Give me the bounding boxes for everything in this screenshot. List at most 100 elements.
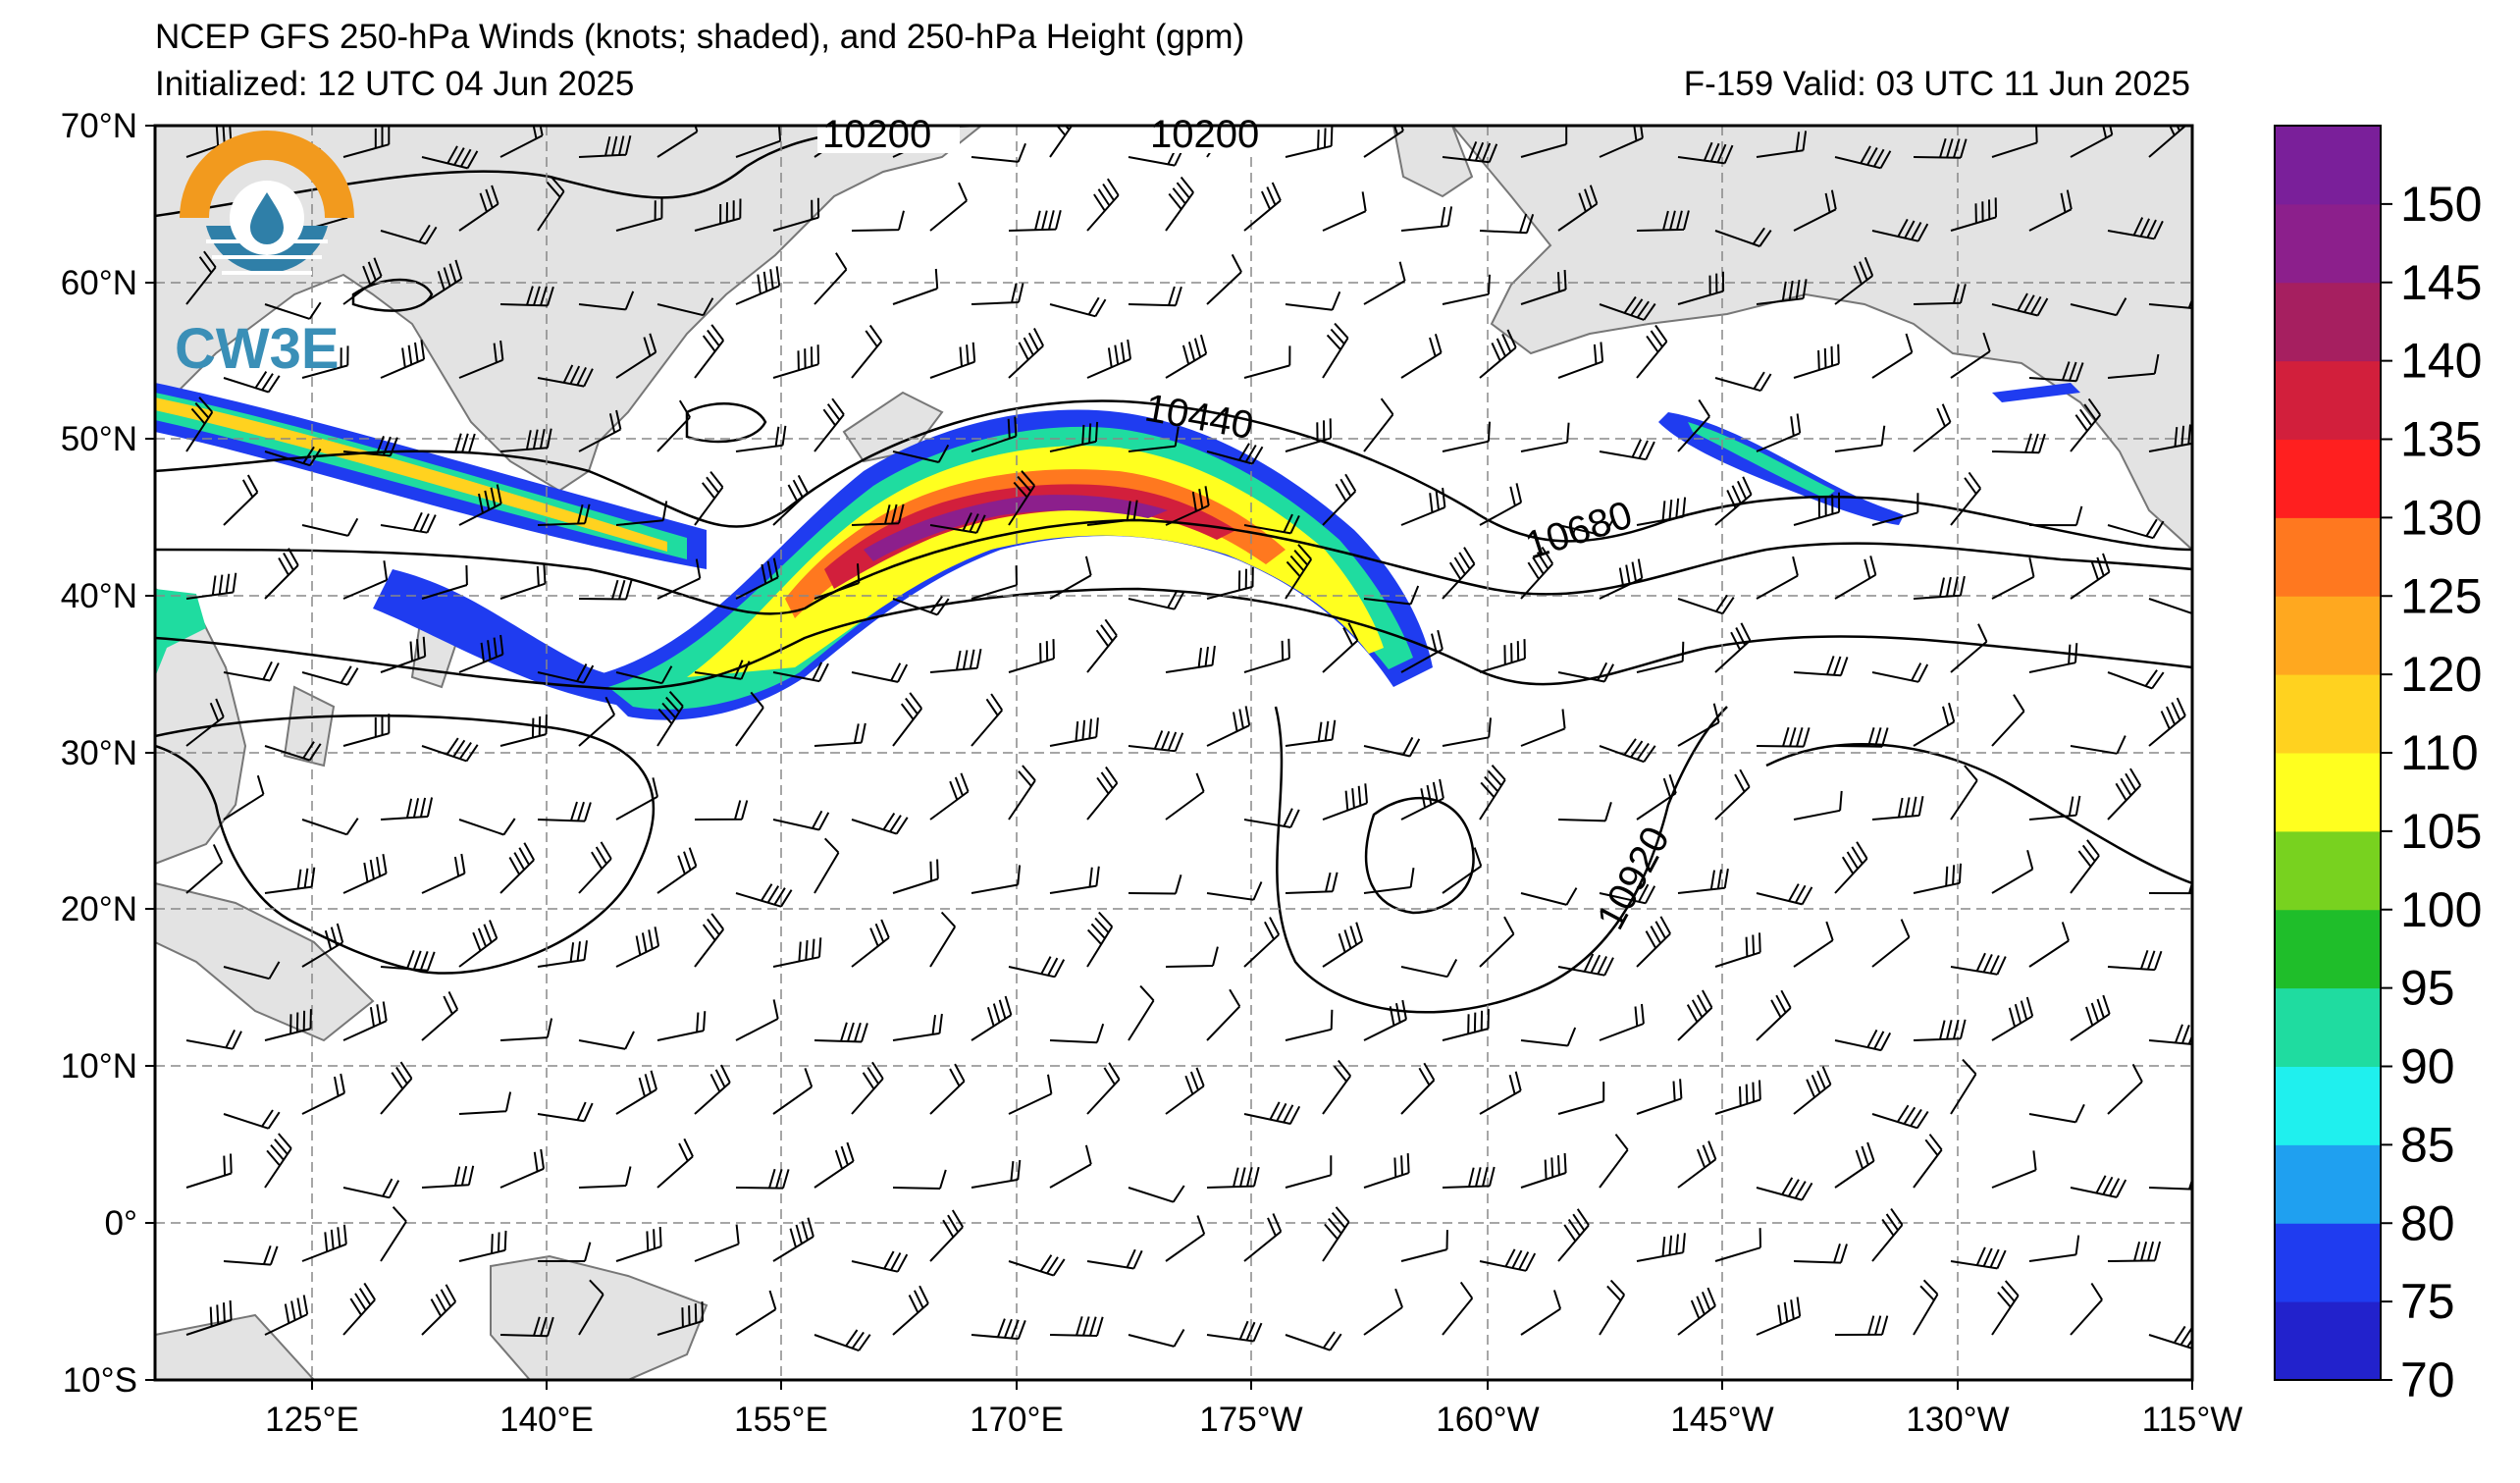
colorbar-segment xyxy=(2275,360,2381,440)
lon-label-145w: 145°W xyxy=(1670,1401,1773,1439)
wind-barb xyxy=(892,1169,947,1190)
colorbar-label: 125 xyxy=(2400,568,2482,623)
colorbar: 70 75 80 85 90 95 100 105 110 120 125 130 135 140 145 1… xyxy=(2274,125,2482,1407)
wind-barb xyxy=(694,324,724,379)
wind-barb xyxy=(1086,339,1131,379)
wind-barb xyxy=(1557,342,1604,379)
wind-barb xyxy=(1049,556,1092,600)
wind-barb xyxy=(814,837,840,894)
wind-speed-shading xyxy=(155,383,2080,720)
colorbar-label: 110 xyxy=(2400,725,2479,780)
wind-barb xyxy=(1049,1316,1104,1337)
wind-barb xyxy=(537,663,595,684)
wind-barb xyxy=(301,1073,345,1115)
wind-barb xyxy=(185,698,225,747)
wind-barb xyxy=(1400,959,1458,979)
wind-barb xyxy=(499,715,548,747)
wind-barb xyxy=(1165,176,1194,232)
wind-barb xyxy=(851,1250,909,1273)
wind-barb xyxy=(2148,1024,2192,1046)
wind-barb xyxy=(1557,517,1615,537)
wind-barb xyxy=(929,1063,966,1115)
wind-barb xyxy=(1400,487,1446,526)
wind-barb xyxy=(1520,1290,1562,1336)
wind-barb xyxy=(1049,866,1100,894)
wind-barb xyxy=(1165,1215,1206,1262)
wind-barb xyxy=(1049,1144,1092,1189)
wind-barb xyxy=(537,1101,594,1123)
wind-barb xyxy=(1871,1104,1929,1130)
colorbar-label: 80 xyxy=(2400,1195,2455,1250)
wind-barb xyxy=(223,961,281,980)
wind-barb xyxy=(458,1230,507,1262)
wind-barb xyxy=(1086,618,1118,673)
colorbar-label: 75 xyxy=(2400,1274,2455,1329)
wind-barb xyxy=(1049,1023,1105,1044)
colorbar-label: 120 xyxy=(2400,647,2482,702)
wind-barb xyxy=(772,1068,814,1115)
wind-barb xyxy=(421,737,479,763)
wind-barb xyxy=(851,662,909,683)
wind-barb xyxy=(1557,802,1612,822)
wind-barb xyxy=(185,1029,242,1050)
wind-barb xyxy=(2028,361,2084,383)
wind-barb xyxy=(578,291,635,311)
wind-barb xyxy=(1714,1080,1761,1115)
wind-barb xyxy=(537,364,594,388)
wind-barb xyxy=(1479,765,1506,821)
wind-barb xyxy=(342,714,391,747)
wind-barb xyxy=(1285,1155,1333,1189)
colorbar-segment xyxy=(2275,830,2381,911)
wind-barb xyxy=(1557,1208,1590,1262)
wind-barb xyxy=(1913,284,1967,305)
wind-barb xyxy=(615,1070,657,1115)
wind-barb xyxy=(578,1166,632,1189)
colorbar-segment xyxy=(2275,1301,2381,1381)
wind-barb xyxy=(2070,1175,2127,1198)
wind-barb xyxy=(301,818,359,836)
wind-barb xyxy=(814,563,861,600)
wind-barb xyxy=(851,324,883,379)
lat-label-20n: 20°N xyxy=(61,890,137,928)
wind-barb xyxy=(342,560,389,600)
wind-barb xyxy=(735,126,782,158)
lon-label-175w: 175°W xyxy=(1199,1401,1302,1439)
wind-barb xyxy=(1714,932,1761,968)
longitude-labels: 125°E 140°E 155°E 170°E 175°W 160°W 145°… xyxy=(265,1380,2242,1439)
wind-barb xyxy=(1871,662,1929,683)
wind-barb xyxy=(929,911,957,968)
wind-barb xyxy=(1834,425,1886,452)
wind-barb xyxy=(929,772,970,821)
wind-barb xyxy=(772,197,820,232)
wind-barb xyxy=(1243,345,1291,379)
colorbar-label: 85 xyxy=(2400,1117,2455,1172)
wind-barb xyxy=(1599,439,1655,461)
wind-barb xyxy=(1049,126,1074,158)
colorbar-segment xyxy=(2275,1066,2381,1145)
wind-barb xyxy=(1086,178,1120,232)
wind-barb xyxy=(1991,1280,2020,1336)
wind-barb xyxy=(1557,185,1599,232)
colorbar-label: 105 xyxy=(2400,804,2482,859)
wind-barb xyxy=(656,1138,694,1189)
wind-barb xyxy=(2107,669,2165,690)
init-time: Initialized: 12 UTC 04 Jun 2025 xyxy=(155,65,635,103)
wind-barb xyxy=(1599,882,1656,905)
wind-barb xyxy=(1400,1062,1436,1115)
lat-label-10n: 10°N xyxy=(61,1047,137,1086)
wind-barb xyxy=(1950,952,2007,976)
wind-barb xyxy=(694,198,742,232)
wind-barb xyxy=(2107,518,2165,540)
wind-barb xyxy=(814,722,866,747)
wind-barb xyxy=(1165,1067,1205,1115)
colorbar-label: 130 xyxy=(2400,490,2482,545)
wind-barb xyxy=(1714,476,1753,526)
wind-barb xyxy=(1520,1152,1567,1189)
wind-barb xyxy=(1086,1248,1143,1270)
land-areas xyxy=(155,126,2192,1380)
wind-barb xyxy=(380,1061,413,1115)
wind-barb xyxy=(1363,868,1415,894)
wind-barb xyxy=(1913,1134,1943,1189)
wind-barb xyxy=(1793,656,1849,677)
colorbar-label: 100 xyxy=(2400,882,2482,937)
